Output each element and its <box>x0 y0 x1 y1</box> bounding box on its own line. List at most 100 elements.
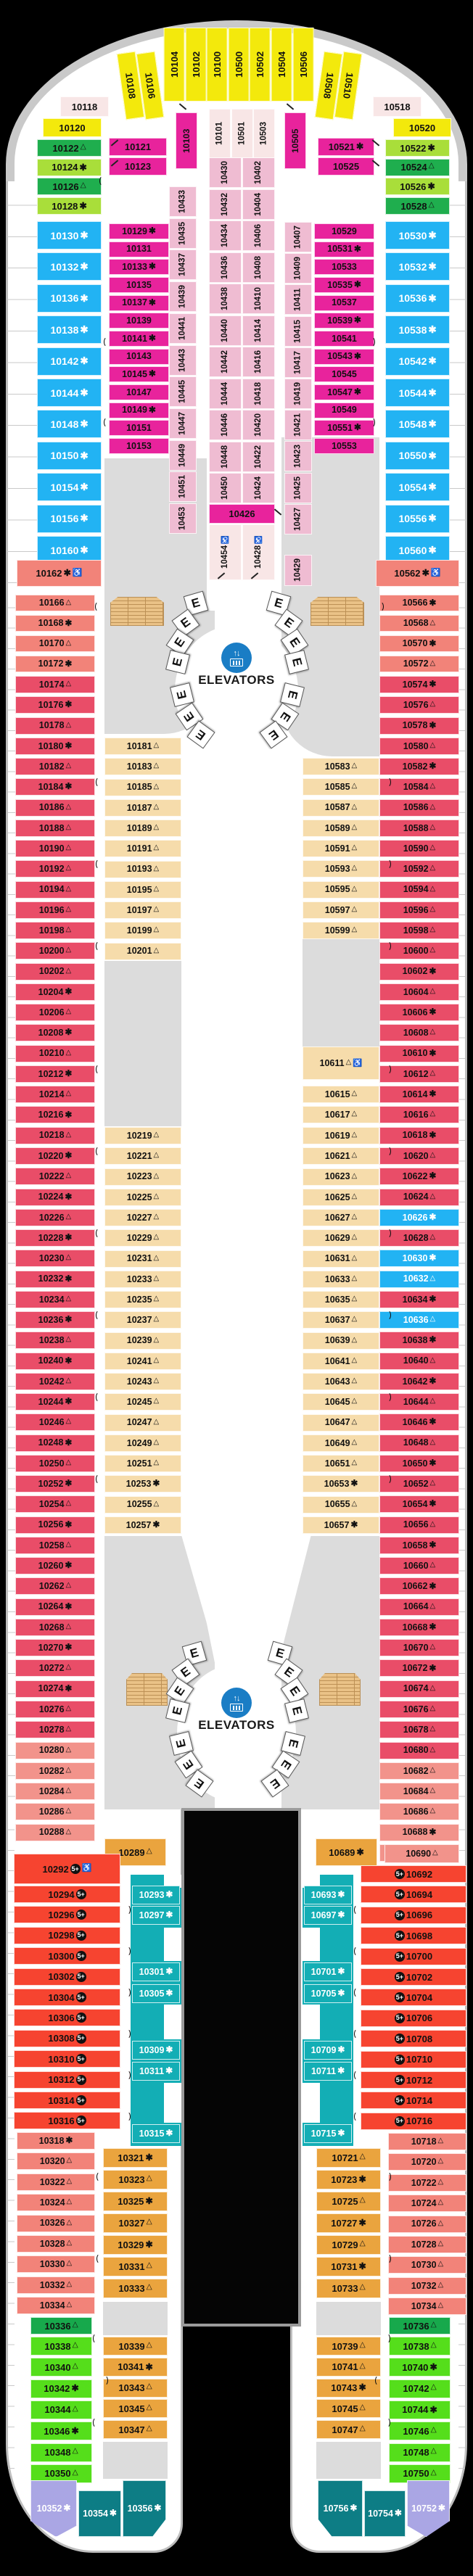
cabin-10549[interactable]: 10549 <box>314 402 374 418</box>
cabin-10321[interactable]: 10321 ✱ <box>103 2148 168 2168</box>
cabin-10592[interactable]: 10592 △ <box>379 860 459 878</box>
cabin-10325[interactable]: 10325 ✱ <box>103 2192 168 2211</box>
cabin-10320[interactable]: 10320 △ <box>17 2152 95 2171</box>
cabin-10208[interactable]: 10208 ✱ <box>15 1024 95 1042</box>
cabin-10236[interactable]: 10236 ✱ <box>15 1311 95 1329</box>
cabin-10246[interactable]: 10246 △ <box>15 1413 95 1432</box>
cabin-10245[interactable]: 10245 △ <box>104 1393 181 1411</box>
cabin-10641[interactable]: 10641 △ <box>303 1352 379 1370</box>
cabin-10588[interactable]: 10588 △ <box>379 819 459 837</box>
cabin-10226[interactable]: 10226 △ <box>15 1208 95 1226</box>
cabin-10268[interactable]: 10268 △ <box>15 1618 95 1636</box>
cabin-10414[interactable]: 10414 <box>242 315 275 346</box>
cabin-10417[interactable]: 10417 <box>284 347 312 378</box>
cabin-10606[interactable]: 10606 ✱ <box>379 1004 459 1022</box>
cabin-10453[interactable]: 10453 <box>169 503 197 534</box>
cabin-10635[interactable]: 10635 △ <box>303 1291 379 1309</box>
cabin-10733[interactable]: 10733 △ <box>316 2279 381 2298</box>
cabin-10286[interactable]: 10286 △ <box>15 1803 95 1821</box>
cabin-10292[interactable]: 10292 5+ ♿ <box>14 1854 120 1884</box>
cabin-10150[interactable]: 10150 ✱ <box>37 441 102 470</box>
cabin-10744[interactable]: 10744 ✱ <box>389 2400 451 2419</box>
cabin-10598[interactable]: 10598 △ <box>379 922 459 940</box>
cabin-10288[interactable]: 10288 △ <box>15 1823 95 1841</box>
cabin-10348[interactable]: 10348 △ <box>30 2443 92 2462</box>
cabin-10306[interactable]: 10306 5+ <box>14 2009 120 2027</box>
cabin-10210[interactable]: 10210 △ <box>15 1044 95 1062</box>
cabin-10228[interactable]: 10228 ✱ <box>15 1229 95 1247</box>
cabin-10223[interactable]: 10223 △ <box>104 1168 181 1186</box>
cabin-10586[interactable]: 10586 △ <box>379 798 459 817</box>
cabin-10631[interactable]: 10631 △ <box>303 1250 379 1268</box>
cabin-10141[interactable]: 10141 ✱ <box>109 330 169 347</box>
cabin-10538[interactable]: 10538 ✱ <box>385 315 450 344</box>
cabin-10584[interactable]: 10584 △ <box>379 778 459 796</box>
cabin-10280[interactable]: 10280 △ <box>15 1741 95 1759</box>
cabin-10350[interactable]: 10350 △ <box>30 2464 92 2483</box>
cabin-10168[interactable]: 10168 ✱ <box>15 615 95 632</box>
cabin-10204[interactable]: 10204 ✱ <box>15 983 95 1001</box>
cabin-10525[interactable]: 10525 <box>318 157 374 176</box>
cabin-10272[interactable]: 10272 △ <box>15 1659 95 1677</box>
cabin-10427[interactable]: 10427 <box>284 503 312 534</box>
cabin-10415[interactable]: 10415 <box>284 315 312 347</box>
cabin-10566[interactable]: 10566 ✱ <box>379 595 459 611</box>
cabin-10189[interactable]: 10189 △ <box>104 820 181 838</box>
cabin-10434[interactable]: 10434 <box>209 220 242 251</box>
cabin-10684[interactable]: 10684 △ <box>379 1783 459 1801</box>
cabin-10528[interactable]: 10528 △ <box>385 197 450 215</box>
cabin-10104[interactable]: 10104 <box>164 28 185 102</box>
cabin-10729[interactable]: 10729 △ <box>316 2235 381 2255</box>
cabin-10633[interactable]: 10633 △ <box>303 1270 379 1288</box>
cabin-10714[interactable]: 5+ 10714 <box>361 2092 466 2110</box>
cabin-10724[interactable]: 10724 △ <box>388 2195 466 2213</box>
cabin-10449[interactable]: 10449 <box>169 439 197 471</box>
cabin-10162[interactable]: 10162 ✱ ♿ <box>17 560 102 587</box>
cabin-10692[interactable]: 5+ 10692 <box>361 1865 466 1883</box>
cabin-10196[interactable]: 10196 △ <box>15 901 95 919</box>
cabin-10618[interactable]: 10618 ✱ <box>379 1126 459 1144</box>
cabin-10590[interactable]: 10590 △ <box>379 840 459 858</box>
cabin-10230[interactable]: 10230 △ <box>15 1250 95 1268</box>
cabin-10720[interactable]: 10720 △ <box>388 2153 466 2171</box>
cabin-10650[interactable]: 10650 ✱ <box>379 1454 459 1472</box>
cabin-10137[interactable]: 10137 ✱ <box>109 294 169 311</box>
cabin-10216[interactable]: 10216 ✱ <box>15 1106 95 1124</box>
cabin-10624[interactable]: 10624 △ <box>379 1188 459 1206</box>
cabin-10712[interactable]: 5+ 10712 <box>361 2071 466 2089</box>
cabin-10227[interactable]: 10227 △ <box>104 1209 181 1227</box>
cabin-10315[interactable]: 10315 ✱ <box>132 2124 180 2143</box>
cabin-10308[interactable]: 10308 5+ <box>14 2029 120 2047</box>
cabin-10153[interactable]: 10153 <box>109 437 169 454</box>
cabin-10300[interactable]: 10300 5+ <box>14 1947 120 1965</box>
cabin-10214[interactable]: 10214 △ <box>15 1086 95 1104</box>
cabin-10156[interactable]: 10156 ✱ <box>37 504 102 533</box>
cabin-10187[interactable]: 10187 △ <box>104 798 181 817</box>
cabin-10264[interactable]: 10264 ✱ <box>15 1598 95 1616</box>
cabin-10435[interactable]: 10435 <box>169 218 197 249</box>
cabin-10537[interactable]: 10537 <box>314 294 374 311</box>
cabin-10444[interactable]: 10444 <box>209 378 242 409</box>
cabin-10423[interactable]: 10423 <box>284 441 312 472</box>
cabin-10553[interactable]: 10553 <box>314 437 374 454</box>
cabin-10316[interactable]: 10316 5+ <box>14 2112 120 2130</box>
cabin-10583[interactable]: 10583 △ <box>303 758 379 775</box>
cabin-10411[interactable]: 10411 <box>284 284 312 315</box>
cabin-10599[interactable]: 10599 △ <box>303 922 379 940</box>
cabin-10682[interactable]: 10682 △ <box>379 1762 459 1780</box>
cabin-10239[interactable]: 10239 △ <box>104 1332 181 1350</box>
cabin-10539[interactable]: 10539 ✱ <box>314 313 374 329</box>
cabin-10593[interactable]: 10593 △ <box>303 860 379 878</box>
cabin-10656[interactable]: 10656 △ <box>379 1516 459 1534</box>
cabin-10151[interactable]: 10151 <box>109 420 169 437</box>
cabin-10195[interactable]: 10195 △ <box>104 880 181 899</box>
cabin-10532[interactable]: 10532 ✱ <box>385 252 450 281</box>
cabin-10121[interactable]: 10121 <box>109 138 167 156</box>
cabin-10102[interactable]: 10102 <box>185 28 207 102</box>
cabin-10212[interactable]: 10212 ✱ <box>15 1065 95 1083</box>
cabin-10260[interactable]: 10260 ✱ <box>15 1557 95 1575</box>
cabin-10447[interactable]: 10447 <box>169 408 197 439</box>
cabin-10587[interactable]: 10587 △ <box>303 798 379 817</box>
cabin-10448[interactable]: 10448 <box>209 441 242 472</box>
cabin-10274[interactable]: 10274 ✱ <box>15 1680 95 1698</box>
